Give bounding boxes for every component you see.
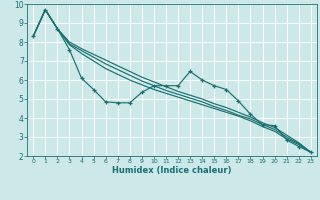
X-axis label: Humidex (Indice chaleur): Humidex (Indice chaleur) [112,166,232,175]
